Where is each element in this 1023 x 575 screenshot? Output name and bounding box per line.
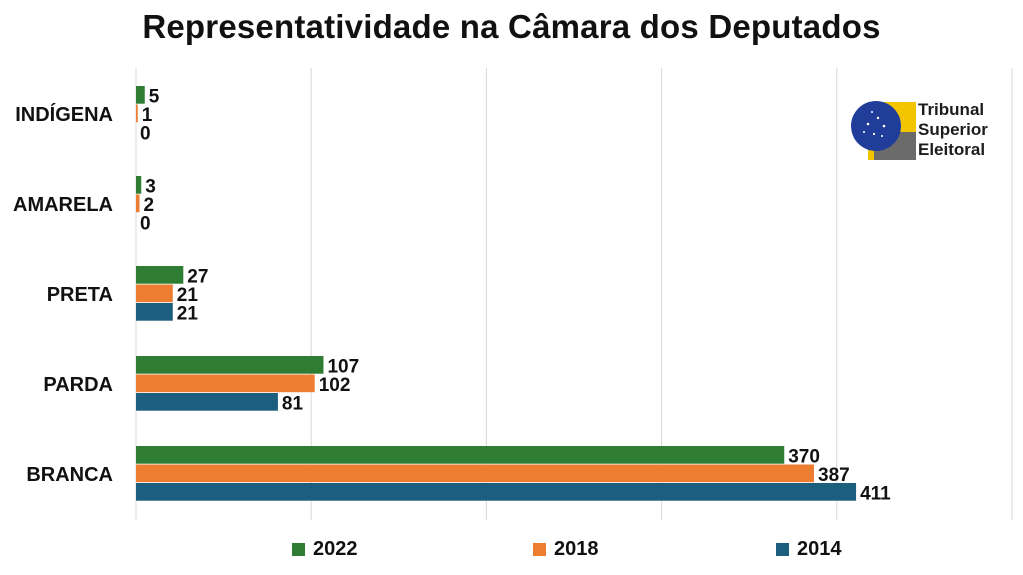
bar-2018-parda xyxy=(136,374,315,393)
bar-2022-branca xyxy=(136,446,785,464)
legend: 2022 2018 2014 xyxy=(0,538,1023,566)
bar-2018-amarela xyxy=(136,194,140,213)
data-label: 387 xyxy=(818,465,850,486)
data-label: 2 xyxy=(144,195,155,216)
legend-label: 2022 xyxy=(313,538,358,560)
data-label: 21 xyxy=(177,303,199,324)
chart-title: Representatividade na Câmara dos Deputad… xyxy=(142,8,881,45)
bar-2014-branca xyxy=(136,483,857,501)
legend-label: 2014 xyxy=(797,538,842,560)
data-label: 81 xyxy=(282,393,304,414)
gridlines xyxy=(135,68,1013,520)
category-label: PARDA xyxy=(43,374,113,396)
bar-2018-branca xyxy=(136,464,815,483)
bars xyxy=(136,86,857,501)
category-label: AMARELA xyxy=(13,194,113,216)
legend-item-2022: 2022 xyxy=(292,538,358,561)
bar-2018-indígena xyxy=(136,104,138,123)
logo-text-line: Superior xyxy=(918,120,988,139)
category-labels: INDÍGENA AMARELA PRETA PARDA BRANCA xyxy=(13,103,113,486)
data-label: 0 xyxy=(140,213,151,234)
bar-2014-parda xyxy=(136,393,278,411)
category-label: BRANCA xyxy=(26,464,113,486)
logo-text-line: Eleitoral xyxy=(918,140,986,159)
legend-swatch xyxy=(292,543,305,556)
data-label: 27 xyxy=(187,266,208,287)
category-label: INDÍGENA xyxy=(15,103,113,126)
legend-item-2018: 2018 xyxy=(533,538,599,561)
data-label: 102 xyxy=(319,375,351,396)
bar-2022-parda xyxy=(136,356,324,374)
logo-text-line: Tribunal xyxy=(918,100,985,119)
category-label: PRETA xyxy=(47,284,113,306)
bar-2022-preta xyxy=(136,266,184,284)
legend-swatch xyxy=(776,543,789,556)
data-label: 5 xyxy=(149,86,160,107)
data-label: 411 xyxy=(860,483,891,504)
bar-2022-indígena xyxy=(136,86,145,104)
bar-2014-preta xyxy=(136,303,173,321)
data-label: 1 xyxy=(142,105,153,126)
tse-emblem-icon xyxy=(851,101,916,160)
data-label: 21 xyxy=(177,285,199,306)
legend-item-2014: 2014 xyxy=(776,538,842,561)
legend-swatch xyxy=(533,543,546,556)
legend-label: 2018 xyxy=(554,538,599,560)
data-label: 3 xyxy=(145,176,156,197)
data-label: 0 xyxy=(140,123,151,144)
data-label: 107 xyxy=(327,356,359,377)
tse-logo: Tribunal Superior Eleitoral xyxy=(850,96,1000,166)
data-label: 370 xyxy=(788,446,820,467)
bar-2022-amarela xyxy=(136,176,142,194)
bar-2018-preta xyxy=(136,284,173,303)
